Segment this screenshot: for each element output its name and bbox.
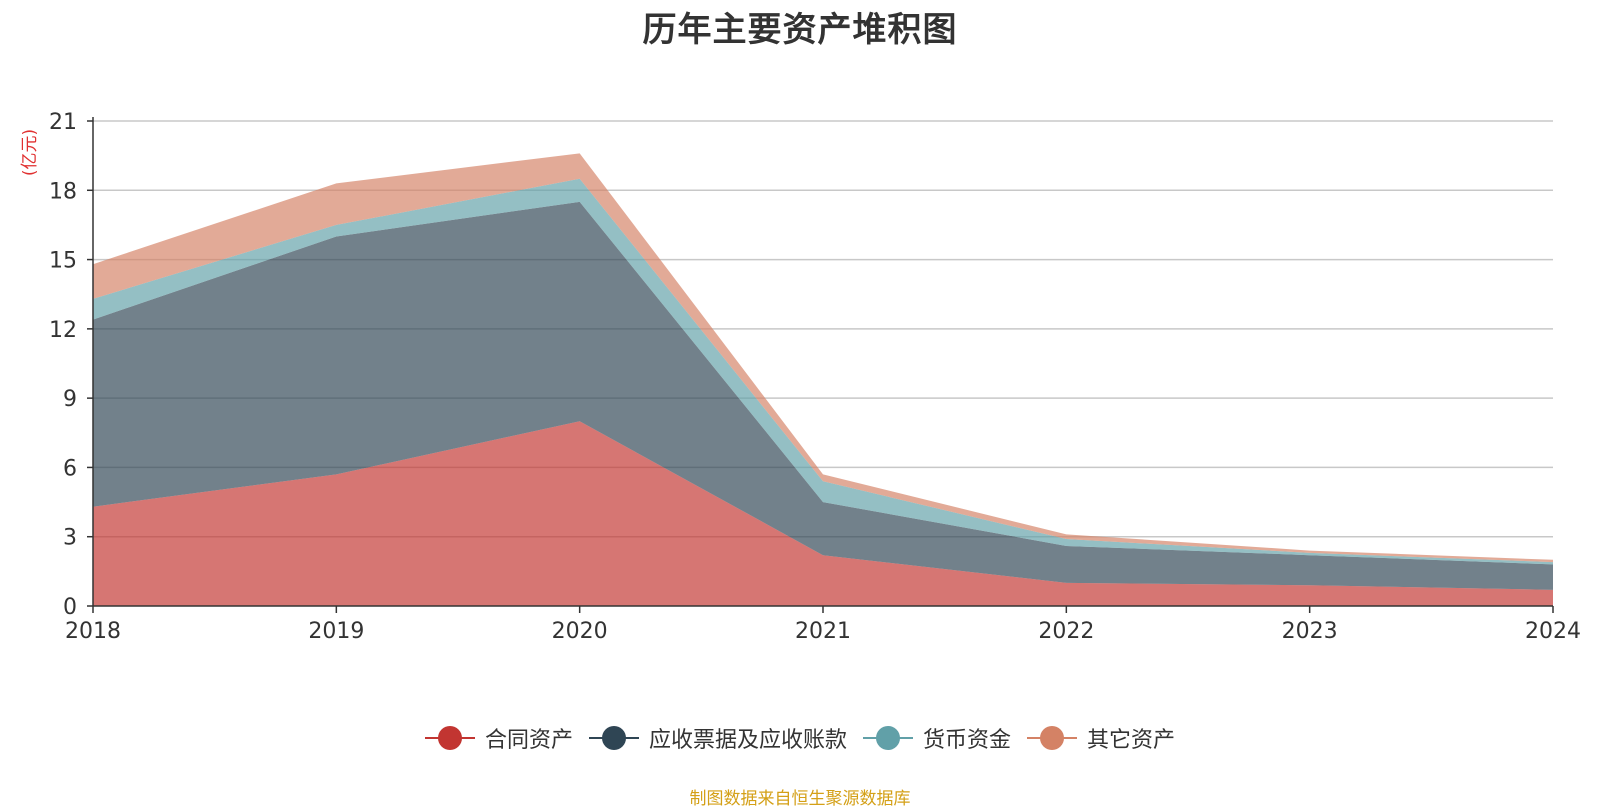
legend: 合同资产 应收票据及应收账款 货币资金 其它资产 [0, 722, 1600, 754]
source-note: 制图数据来自恒生聚源数据库 [689, 789, 911, 809]
legend-label: 应收票据及应收账款 [648, 728, 847, 753]
legend-marker-icon [863, 726, 913, 750]
y-tick-label: 0 [63, 595, 77, 620]
area-series-layer [93, 153, 1553, 606]
legend-marker-icon [424, 726, 475, 750]
area-series-3 [93, 178, 1553, 565]
x-tick-label: 2022 [1038, 619, 1094, 644]
legend-label: 货币资金 [923, 728, 1012, 753]
y-tick-label: 3 [63, 526, 77, 551]
legend-item[interactable]: 应收票据及应收账款 [588, 722, 847, 754]
legend-label: 合同资产 [484, 728, 573, 753]
x-tick-label: 2018 [65, 619, 121, 644]
area-series-4 [93, 153, 1553, 563]
y-tick-label: 15 [49, 249, 77, 274]
x-tick-label: 2024 [1525, 619, 1581, 644]
x-tick-label: 2021 [795, 619, 851, 644]
y-tick-label: 9 [63, 387, 77, 412]
legend-item[interactable]: 货币资金 [863, 722, 1011, 754]
y-tick-label: 18 [49, 179, 77, 204]
area-series-1 [93, 421, 1553, 606]
y-tick-label: 6 [63, 456, 77, 481]
legend-marker-icon [1027, 726, 1078, 750]
chart-title: 历年主要资产堆积图 [642, 10, 958, 50]
legend-label: 其它资产 [1087, 728, 1176, 753]
legend-marker-icon [588, 726, 639, 750]
area-series-2 [93, 201, 1553, 590]
x-tick-label: 2023 [1282, 619, 1338, 644]
x-tick-label: 2020 [552, 619, 608, 644]
legend-item[interactable]: 其它资产 [1027, 722, 1175, 754]
axes [87, 117, 1554, 613]
x-tick-label: 2019 [308, 619, 364, 644]
legend-item[interactable]: 合同资产 [424, 722, 573, 754]
y-tick-label: 21 [49, 110, 77, 135]
y-tick-label: 12 [49, 318, 77, 343]
tick-labels: 0 3 6 9 12 15 18 21 2018 2019 2020 2021 2022 2023 2024 [49, 110, 1581, 644]
